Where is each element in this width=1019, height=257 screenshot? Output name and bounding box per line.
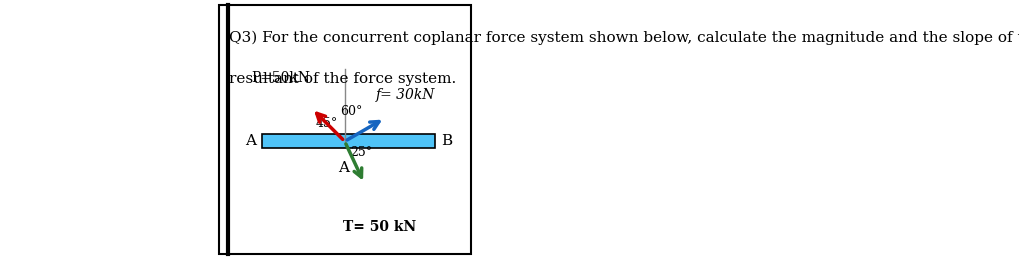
Text: 60°: 60° (340, 105, 363, 118)
Text: Q3) For the concurrent coplanar force system shown below, calculate the magnitud: Q3) For the concurrent coplanar force sy… (229, 31, 1019, 45)
Text: A: A (245, 134, 256, 148)
Text: 45°: 45° (316, 117, 338, 130)
Text: resultant of the force system.: resultant of the force system. (229, 72, 457, 86)
Text: A: A (338, 161, 348, 175)
FancyBboxPatch shape (263, 134, 435, 149)
Text: P=50kN: P=50kN (252, 71, 311, 85)
Text: f= 30kN: f= 30kN (376, 88, 435, 102)
Text: T= 50 kN: T= 50 kN (343, 220, 417, 234)
Text: B: B (441, 134, 452, 148)
Text: 25°: 25° (351, 146, 373, 159)
